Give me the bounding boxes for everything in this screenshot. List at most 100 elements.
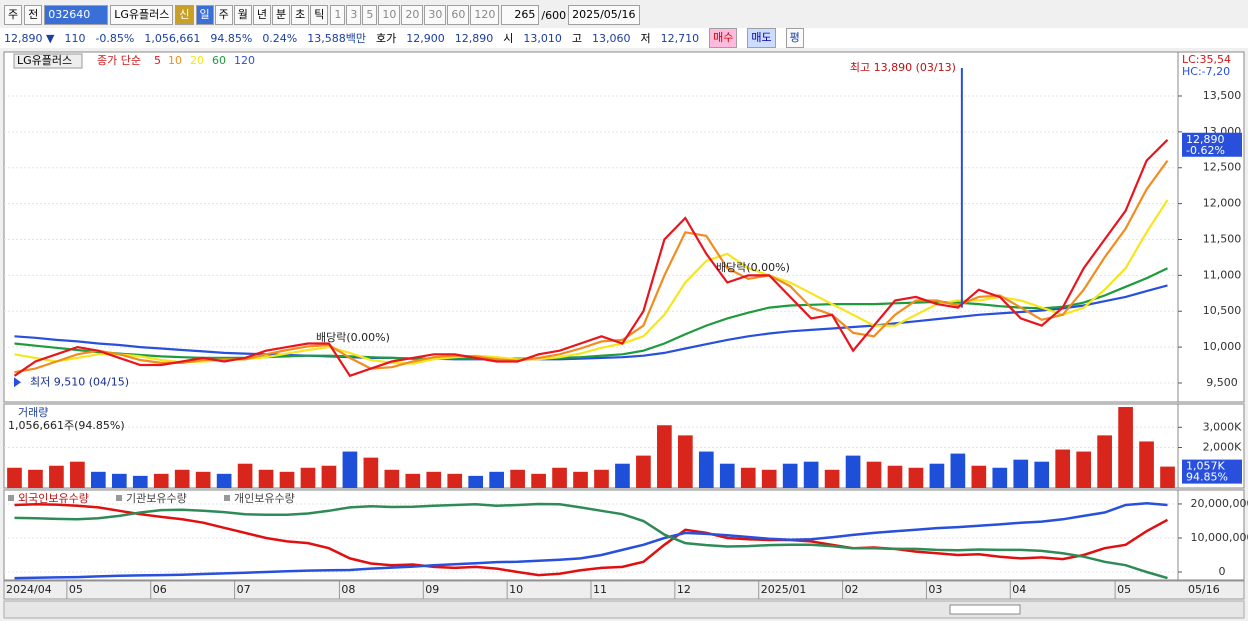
new[interactable]: 신 xyxy=(175,5,194,25)
last-label: 1,057K xyxy=(1186,460,1225,473)
volume-bar xyxy=(279,471,295,488)
minute[interactable]: 60 xyxy=(447,5,470,25)
volume-bar xyxy=(740,467,756,488)
axis-panel xyxy=(1177,51,1245,403)
btn[interactable]: 전 xyxy=(24,5,43,25)
legend-entry: 10 xyxy=(168,54,182,67)
period[interactable]: 초 xyxy=(291,5,310,25)
volume-bar xyxy=(447,473,463,488)
subtitle: 1,056,661주(94.85%) xyxy=(8,419,125,432)
y-tick-label: 0 xyxy=(1219,565,1226,578)
minute[interactable]: 120 xyxy=(470,5,500,25)
series-line xyxy=(13,139,1169,378)
volume-bar xyxy=(866,461,882,488)
y-tick-label: 12,000 xyxy=(1203,197,1242,210)
x-tick-label: 09 xyxy=(425,583,439,596)
volume-bar xyxy=(803,461,819,488)
info-avg[interactable]: 평 xyxy=(785,28,804,48)
info-buy[interactable]: 매수 xyxy=(709,28,738,48)
scrollbar xyxy=(3,600,1245,619)
volume-bar xyxy=(845,455,861,488)
volume-bar xyxy=(678,435,693,488)
name[interactable]: LG유플러스 xyxy=(110,5,174,25)
legend-swatch xyxy=(116,495,122,501)
volume-bar xyxy=(153,473,169,488)
y-tick-label: 10,000 xyxy=(1203,340,1242,353)
date[interactable]: 2025/05/16 xyxy=(568,5,640,25)
info-sell[interactable]: 매도 xyxy=(747,28,776,48)
x-tick-label: 10 xyxy=(509,583,523,596)
annotation: 배당락(0.00%) xyxy=(716,261,790,274)
volume-bar xyxy=(1160,466,1175,488)
minute[interactable]: 3 xyxy=(346,5,362,25)
info-price: 12,890 ▼ xyxy=(4,31,55,45)
minute[interactable]: 30 xyxy=(424,5,447,25)
y-tick-label: 13,500 xyxy=(1203,89,1242,102)
volume-bar xyxy=(1055,449,1071,488)
info-ask: 12,900 xyxy=(406,31,445,45)
volume-bar xyxy=(7,467,22,488)
y-tick-label: 10,500 xyxy=(1203,304,1242,317)
title: LG유플러스 xyxy=(17,54,72,67)
annotation: 배당락(0.00%) xyxy=(316,331,390,344)
series-line xyxy=(14,503,1169,577)
x-tick-label: 12 xyxy=(677,583,691,596)
volume-bar xyxy=(719,463,735,488)
btn[interactable]: 주 xyxy=(4,5,23,25)
legend-entry: 기관보유수량 xyxy=(126,492,187,505)
volume-bar xyxy=(657,425,672,488)
count[interactable]: 265 xyxy=(501,5,540,25)
info-bid: 12,890 xyxy=(454,31,494,45)
volume-bar xyxy=(300,467,316,488)
volume-bar xyxy=(111,473,127,488)
volume-bar xyxy=(132,475,148,488)
volume-bar xyxy=(824,469,840,488)
info-change: 110 xyxy=(64,31,86,45)
period[interactable]: 틱 xyxy=(310,5,329,25)
volume-bar xyxy=(1076,451,1091,488)
volume-bar xyxy=(342,451,358,488)
info-amount: 13,588백만 xyxy=(307,32,366,45)
volume-bar xyxy=(195,471,211,488)
minute[interactable]: 20 xyxy=(401,5,424,25)
period[interactable]: 주 xyxy=(214,5,233,25)
info-high: 13,060 xyxy=(592,31,631,45)
volume-bar xyxy=(49,465,64,488)
x-tick-label: 08 xyxy=(341,583,355,596)
code[interactable]: 032640 xyxy=(44,5,109,25)
series-line xyxy=(14,284,1168,361)
y-tick-label: 2,000K xyxy=(1203,441,1242,454)
period[interactable]: 월 xyxy=(233,5,252,25)
volume-bar xyxy=(237,463,253,488)
x-tick-label: 2024/04 xyxy=(6,583,52,596)
y-tick-label: 9,500 xyxy=(1206,376,1238,389)
minute[interactable]: 5 xyxy=(362,5,378,25)
volume-bar xyxy=(908,467,924,488)
x-tick-label: 04 xyxy=(1012,583,1026,596)
minute[interactable]: 1 xyxy=(330,5,346,25)
info-open_label: 시 xyxy=(503,32,514,45)
volume-bar xyxy=(992,467,1008,488)
volume-bar xyxy=(363,457,379,488)
legend-swatch xyxy=(8,495,14,501)
volume-bar xyxy=(510,469,525,488)
volume-bar xyxy=(1034,461,1050,488)
chart: 9,500 10,000 10,500 11,000 11,500 12,000 12,50… xyxy=(3,51,1248,619)
legend-entry: 120 xyxy=(234,54,255,67)
info-high_label: 고 xyxy=(571,32,582,45)
period[interactable]: 년 xyxy=(252,5,272,25)
scroll-thumb[interactable] xyxy=(949,604,1021,615)
info-quote_label: 호가 xyxy=(376,32,397,45)
period[interactable]: 분 xyxy=(272,5,291,25)
panel xyxy=(3,51,1179,403)
volume-bar xyxy=(321,465,337,488)
series-line xyxy=(14,199,1169,365)
period[interactable]: 일 xyxy=(195,5,214,25)
y-tick-label: 20,000,000 xyxy=(1191,497,1248,510)
x-tick-label: 05 xyxy=(69,583,83,596)
minute[interactable]: 10 xyxy=(378,5,401,25)
legend-entry: 외국인보유수량 xyxy=(18,492,89,505)
x-tick-label: 05 xyxy=(1117,583,1131,596)
volume-bar xyxy=(216,473,232,488)
